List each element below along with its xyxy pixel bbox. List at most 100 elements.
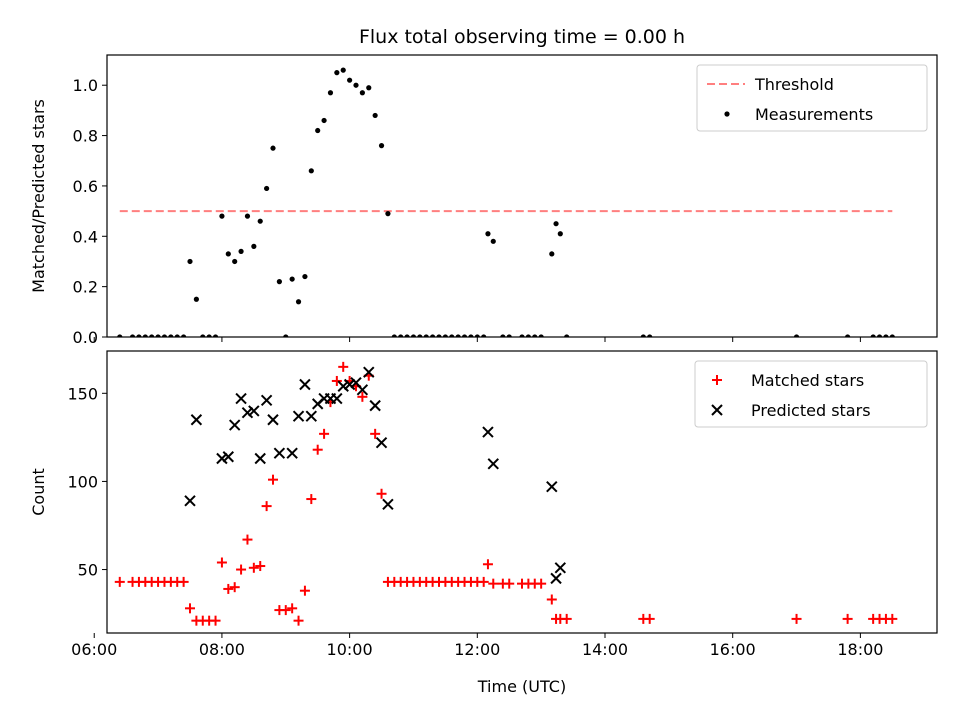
data-point bbox=[385, 211, 391, 217]
data-point bbox=[436, 334, 442, 337]
data-point bbox=[270, 145, 276, 151]
data-point bbox=[455, 334, 461, 337]
data-point bbox=[561, 613, 572, 624]
data-point bbox=[260, 394, 273, 407]
data-point bbox=[178, 576, 189, 587]
data-point bbox=[343, 378, 356, 391]
data-point bbox=[261, 501, 272, 512]
data-point bbox=[490, 238, 496, 244]
data-point bbox=[378, 143, 385, 149]
data-point bbox=[338, 361, 349, 372]
x-axis-label: Time (UTC) bbox=[477, 677, 566, 696]
data-point bbox=[242, 534, 253, 545]
data-point bbox=[236, 564, 247, 575]
data-point bbox=[168, 334, 174, 337]
plot-area bbox=[117, 67, 895, 337]
data-point bbox=[187, 258, 193, 265]
data-point bbox=[206, 334, 212, 337]
data-point bbox=[357, 391, 368, 402]
y-axis-label: Count bbox=[29, 468, 48, 516]
data-point bbox=[268, 474, 278, 485]
data-point bbox=[251, 243, 257, 249]
data-point bbox=[337, 380, 349, 392]
y-axis-label: Matched/Predicted stars bbox=[29, 99, 48, 293]
x-tick-label: 16:00 bbox=[710, 640, 756, 659]
data-point bbox=[331, 375, 342, 386]
data-point bbox=[482, 559, 493, 570]
data-point bbox=[305, 410, 318, 422]
data-point bbox=[228, 419, 241, 431]
data-point bbox=[312, 444, 323, 455]
data-point bbox=[883, 334, 889, 337]
data-point bbox=[295, 299, 302, 305]
x-tick-label: 14:00 bbox=[582, 640, 628, 659]
data-point bbox=[114, 576, 125, 587]
legend-marker bbox=[724, 111, 730, 117]
data-point bbox=[334, 70, 340, 76]
data-point bbox=[280, 605, 291, 616]
data-point bbox=[149, 334, 155, 337]
y-tick-label: 0.6 bbox=[73, 177, 98, 196]
data-point bbox=[286, 447, 298, 459]
data-point bbox=[359, 90, 365, 96]
data-point bbox=[376, 488, 387, 499]
data-point bbox=[468, 334, 474, 337]
data-point bbox=[319, 428, 330, 439]
data-point bbox=[410, 334, 417, 337]
data-point bbox=[449, 334, 455, 337]
data-point bbox=[315, 127, 321, 134]
data-point bbox=[398, 334, 404, 337]
data-point bbox=[485, 231, 491, 237]
data-point bbox=[647, 334, 653, 337]
data-point bbox=[372, 112, 378, 119]
data-point bbox=[356, 384, 369, 396]
data-point bbox=[276, 279, 282, 285]
plot-area bbox=[114, 361, 898, 626]
data-point bbox=[255, 561, 266, 572]
data-point bbox=[391, 334, 397, 337]
data-point bbox=[308, 168, 314, 174]
x-tick-label: 12:00 bbox=[454, 640, 500, 659]
data-point bbox=[306, 494, 317, 505]
data-point bbox=[223, 583, 234, 594]
data-point bbox=[229, 582, 240, 593]
data-point bbox=[238, 248, 244, 254]
data-point bbox=[532, 334, 538, 337]
data-point bbox=[216, 452, 228, 465]
data-point bbox=[225, 251, 231, 257]
bottom-panel: 06:00 08:00 10:00 12:00 14:00 16:00 18:00 50 100… bbox=[29, 350, 938, 696]
legend-label: Threshold bbox=[754, 75, 834, 94]
legend: Matched stars Predicted stars bbox=[694, 360, 928, 428]
data-point bbox=[267, 414, 279, 426]
data-point bbox=[184, 495, 196, 507]
data-point bbox=[404, 334, 410, 337]
data-point bbox=[889, 334, 895, 337]
data-point bbox=[235, 392, 247, 405]
data-point bbox=[283, 334, 289, 337]
data-point bbox=[161, 334, 168, 337]
data-point bbox=[190, 414, 203, 426]
data-point bbox=[557, 231, 563, 237]
y-tick-label: 1.0 bbox=[73, 76, 98, 95]
data-point bbox=[870, 334, 876, 337]
data-point bbox=[222, 451, 235, 463]
data-point bbox=[382, 498, 394, 511]
y-tick-label: 100 bbox=[67, 472, 98, 491]
data-point bbox=[287, 603, 298, 614]
data-point bbox=[876, 334, 883, 337]
data-point bbox=[331, 392, 343, 405]
legend-label: Measurements bbox=[755, 105, 873, 124]
data-point bbox=[370, 428, 381, 439]
data-point bbox=[442, 334, 448, 337]
data-point bbox=[549, 251, 555, 257]
data-point bbox=[793, 334, 800, 337]
y-tick-label: 150 bbox=[67, 384, 98, 403]
x-tick-label: 10:00 bbox=[327, 640, 373, 659]
data-point bbox=[644, 613, 655, 624]
data-point bbox=[292, 410, 305, 422]
data-point bbox=[181, 334, 187, 337]
data-point bbox=[244, 213, 251, 219]
data-point bbox=[488, 578, 499, 589]
data-point bbox=[193, 296, 199, 302]
data-point bbox=[423, 334, 429, 337]
